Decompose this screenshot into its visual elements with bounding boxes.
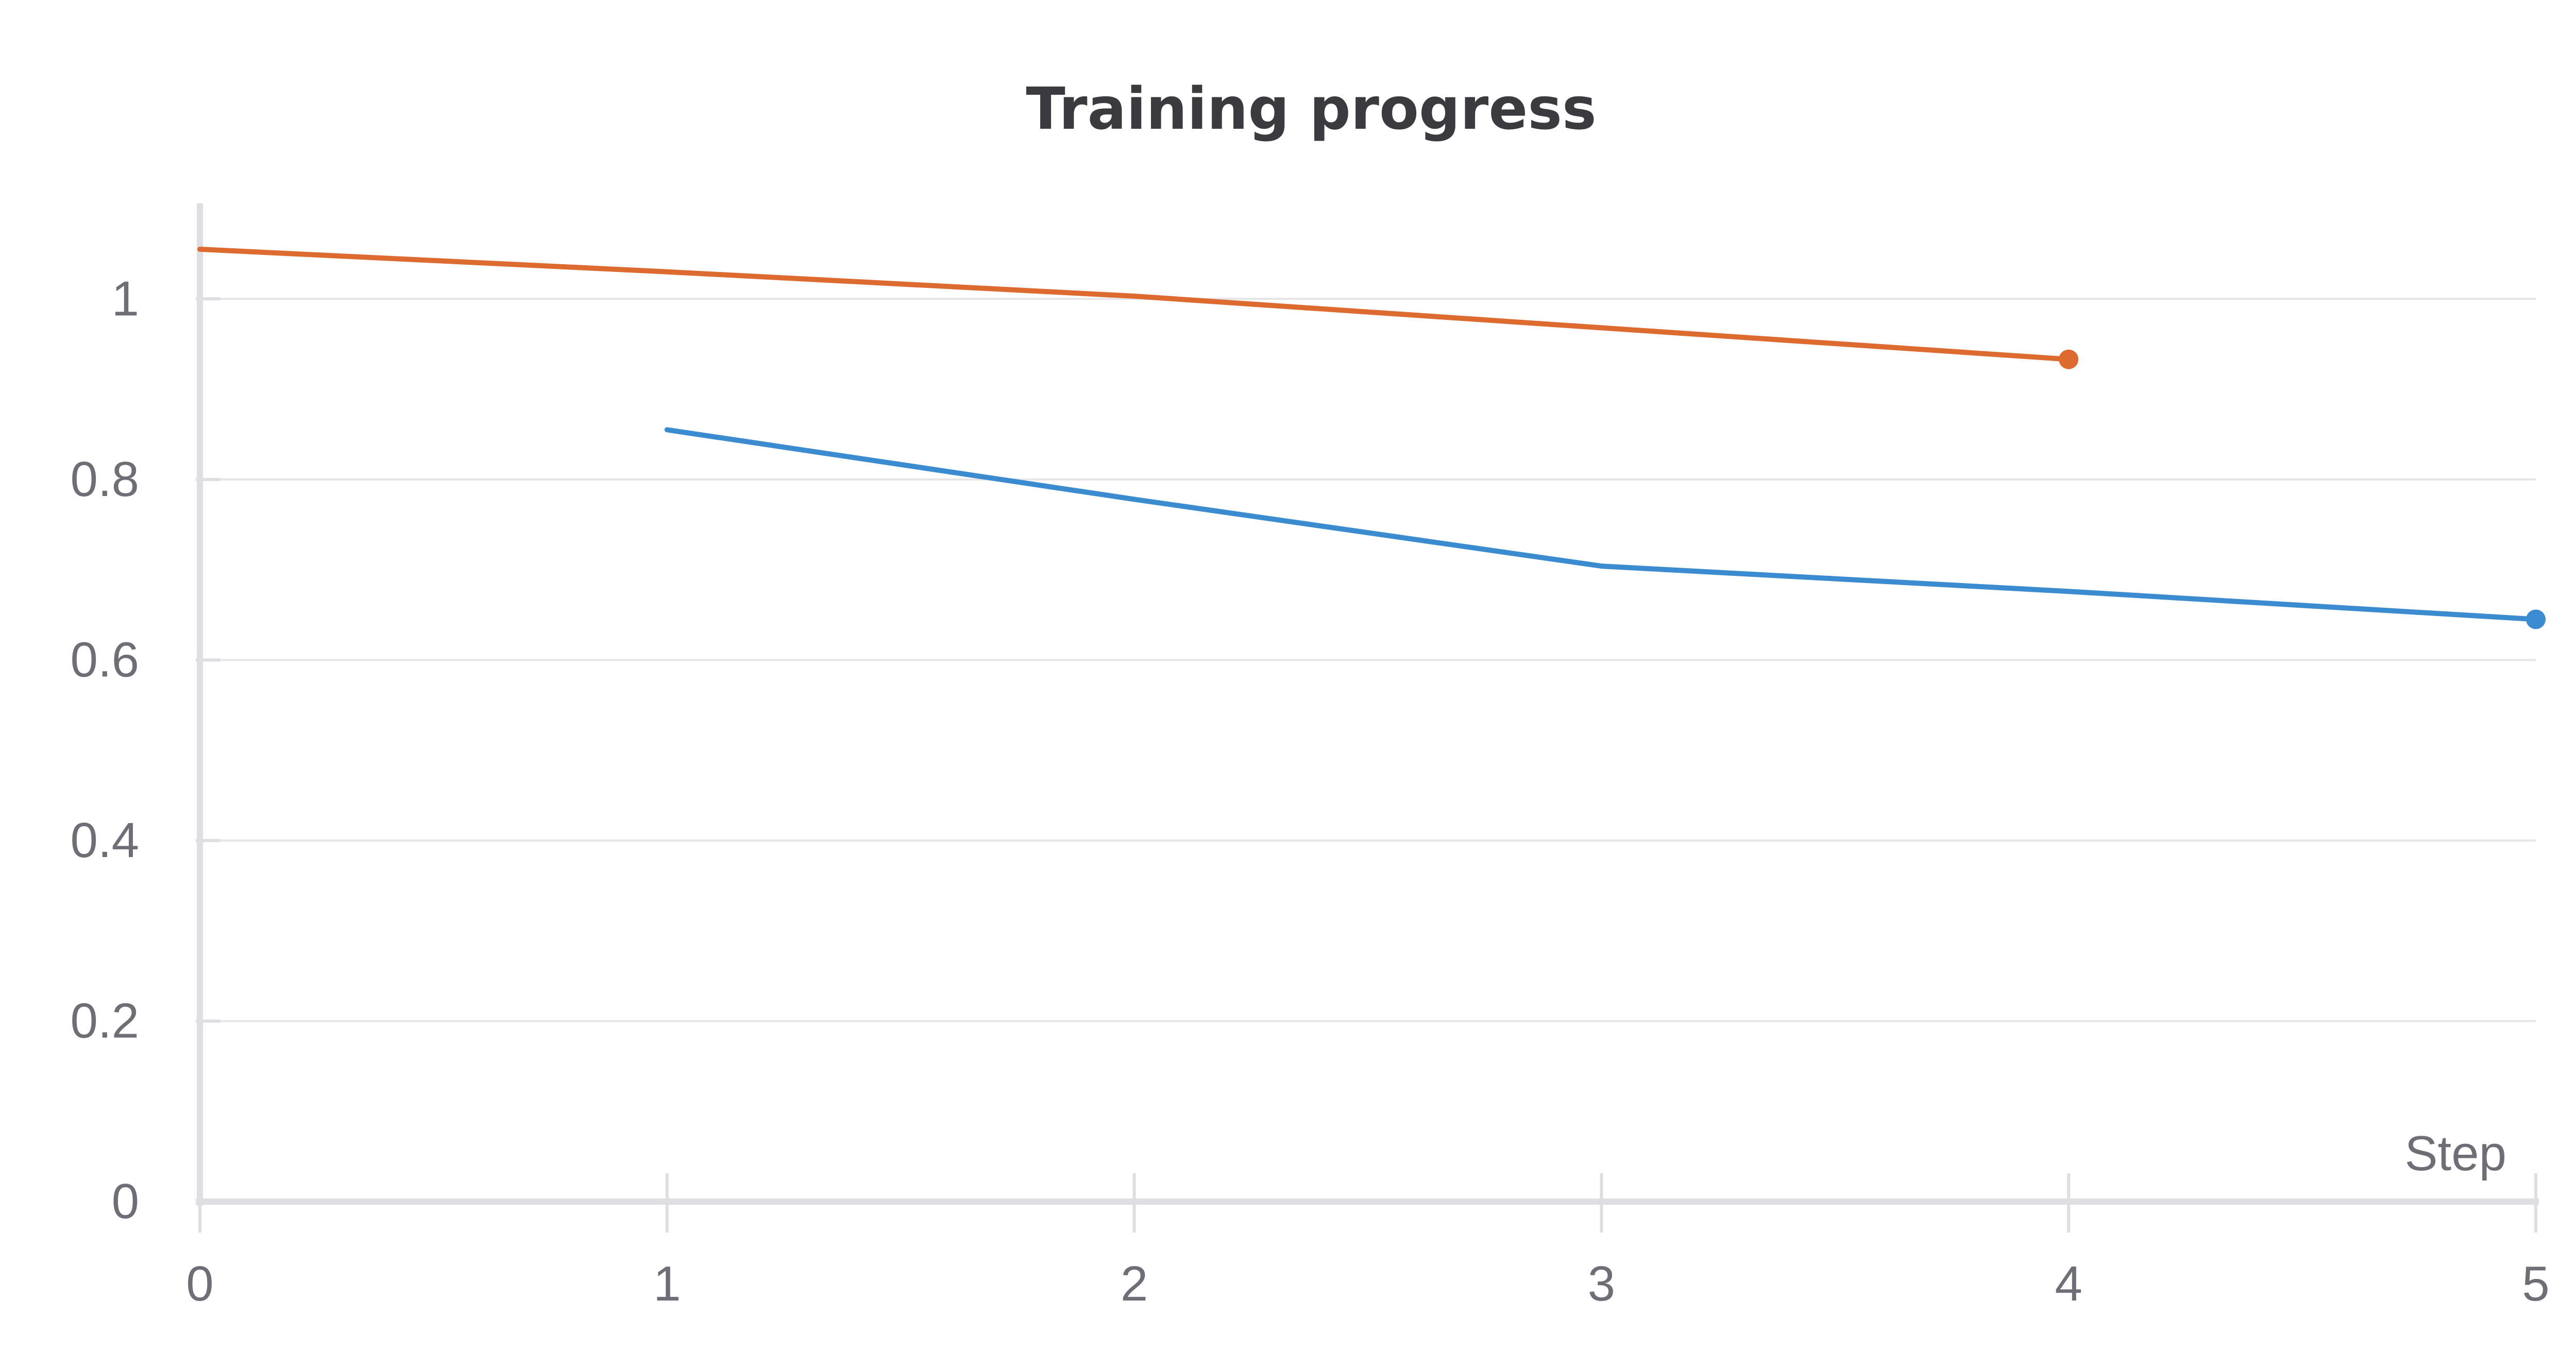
chart-title: Training progress (1026, 76, 1596, 143)
gridlines (200, 298, 2536, 1022)
y-tick-label: 0 (112, 1174, 139, 1229)
series-line-2 (664, 427, 2538, 622)
x-axis-ticks: 0 1 2 3 4 5 (186, 1173, 2550, 1311)
axes (196, 203, 2539, 1206)
y-tick-label: 0.6 (71, 632, 139, 687)
series-end-point-1 (2059, 349, 2079, 369)
x-axis-label: Step (2405, 1126, 2506, 1181)
x-tick-label: 5 (2522, 1256, 2549, 1311)
series-end-point-2 (2526, 609, 2546, 629)
x-tick-label: 3 (1588, 1256, 1615, 1311)
x-tick-label: 0 (186, 1256, 213, 1311)
x-tick-label: 1 (653, 1256, 681, 1311)
y-tick-label: 1 (112, 271, 139, 326)
y-tick-label: 0.8 (71, 452, 139, 507)
x-tick-label: 4 (2055, 1256, 2082, 1311)
series-line-1 (197, 246, 2072, 362)
y-tick-label: 0.2 (71, 993, 139, 1048)
y-axis-ticks: 0 0.2 0.4 0.6 0.8 1 (71, 271, 221, 1229)
x-tick-label: 2 (1121, 1256, 1148, 1311)
series-lines (197, 246, 2546, 629)
y-tick-label: 0.4 (71, 813, 139, 868)
